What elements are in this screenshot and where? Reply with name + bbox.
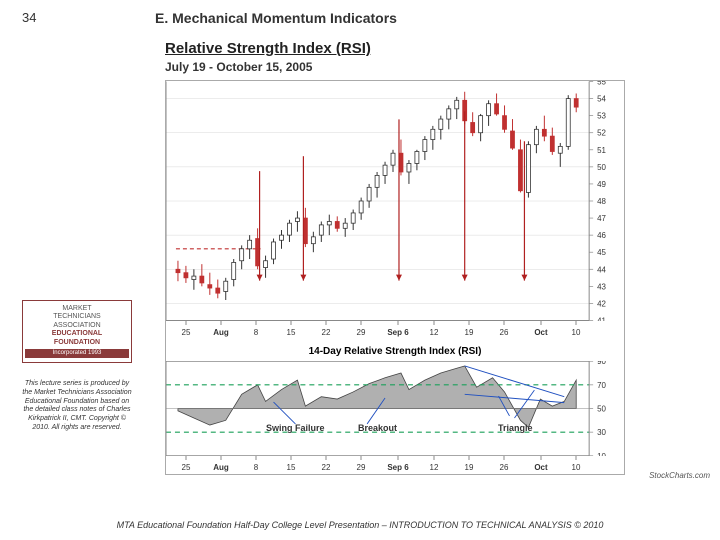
svg-text:55: 55 (597, 81, 606, 87)
logo-l5: FOUNDATION (25, 339, 129, 347)
svg-text:54: 54 (597, 95, 606, 104)
svg-text:44: 44 (597, 265, 606, 274)
subtitle: Relative Strength Index (RSI) (165, 40, 371, 57)
rsi-title: 14-Day Relative Strength Index (RSI) (166, 346, 624, 357)
svg-text:10: 10 (572, 328, 581, 337)
svg-text:15: 15 (287, 463, 296, 472)
svg-text:Sep 6: Sep 6 (387, 463, 409, 472)
svg-text:12: 12 (430, 463, 439, 472)
logo-l4: EDUCATIONAL (25, 330, 129, 338)
svg-text:Sep 6: Sep 6 (387, 328, 409, 337)
svg-text:8: 8 (254, 328, 259, 337)
svg-text:19: 19 (465, 328, 474, 337)
annotation-swing-failure: Swing Failure (266, 423, 325, 433)
svg-text:42: 42 (597, 299, 606, 308)
svg-text:29: 29 (357, 463, 366, 472)
svg-text:26: 26 (500, 328, 509, 337)
svg-text:90: 90 (597, 361, 606, 366)
svg-text:50: 50 (597, 163, 606, 172)
svg-text:45: 45 (597, 248, 606, 257)
logo-l1: MARKET (25, 305, 129, 313)
svg-text:Aug: Aug (213, 463, 229, 472)
price-plot: 414243444546474849505152535455 (166, 81, 624, 321)
annotation-triangle: Triangle (498, 423, 533, 433)
svg-text:19: 19 (465, 463, 474, 472)
svg-text:46: 46 (597, 231, 606, 240)
svg-text:29: 29 (357, 328, 366, 337)
svg-text:12: 12 (430, 328, 439, 337)
svg-text:53: 53 (597, 112, 606, 121)
svg-text:50: 50 (597, 404, 606, 413)
svg-text:15: 15 (287, 328, 296, 337)
svg-text:51: 51 (597, 146, 606, 155)
svg-text:8: 8 (254, 463, 259, 472)
page-number: 34 (22, 10, 36, 25)
price-chart: Apple Computer - Daily 41424344454647484… (166, 81, 624, 321)
svg-text:22: 22 (322, 463, 331, 472)
svg-text:70: 70 (597, 381, 606, 390)
svg-text:52: 52 (597, 129, 606, 138)
svg-text:Oct: Oct (534, 328, 548, 337)
mta-logo: MARKET TECHNICIANS ASSOCIATION EDUCATION… (22, 300, 132, 363)
section-title: E. Mechanical Momentum Indicators (155, 10, 397, 26)
svg-text:26: 26 (500, 463, 509, 472)
svg-text:Oct: Oct (534, 463, 548, 472)
credit-block: This lecture series is produced by the M… (22, 380, 132, 433)
logo-bar: Incorporated 1993 (25, 349, 129, 358)
svg-text:25: 25 (182, 463, 191, 472)
svg-text:43: 43 (597, 282, 606, 291)
rsi-xaxis: 25 Aug 8 15 22 29 Sep 6 12 19 26 Oct 10 (166, 456, 626, 476)
svg-text:25: 25 (182, 328, 191, 337)
annotation-breakout: Breakout (358, 423, 397, 433)
source-credit: StockCharts.com (649, 471, 710, 480)
date-range: July 19 - October 15, 2005 (165, 60, 312, 74)
svg-text:49: 49 (597, 180, 606, 189)
svg-text:48: 48 (597, 197, 606, 206)
rsi-chart: 1030507090 25Aug8152229Sep 6121926Oct10 … (166, 361, 624, 456)
svg-text:30: 30 (597, 428, 606, 437)
chart-container: Apple Computer - Daily 41424344454647484… (165, 80, 625, 475)
footer: MTA Educational Foundation Half-Day Coll… (0, 520, 720, 530)
logo-l3: ASSOCIATION (25, 322, 129, 330)
price-xaxis: 25 Aug 8 15 22 29 Sep 6 12 19 26 Oct 10 (166, 321, 626, 341)
svg-text:22: 22 (322, 328, 331, 337)
svg-text:47: 47 (597, 214, 606, 223)
svg-text:10: 10 (572, 463, 581, 472)
logo-l2: TECHNICIANS (25, 313, 129, 321)
rsi-plot: 1030507090 (166, 361, 624, 456)
svg-text:Aug: Aug (213, 328, 229, 337)
